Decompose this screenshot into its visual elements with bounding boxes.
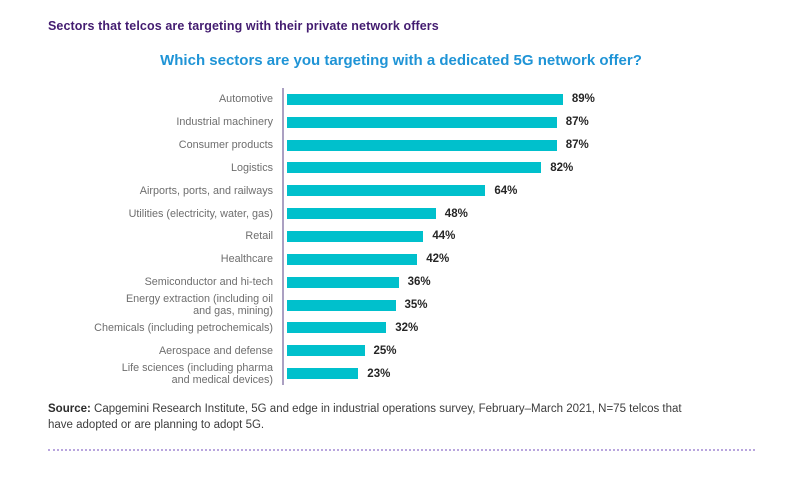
bar (287, 185, 486, 197)
category-label: Airports, ports, and railways (139, 184, 273, 197)
bar (287, 162, 542, 174)
category-label: Consumer products (178, 139, 273, 152)
bar-value-label: 44% (432, 230, 456, 243)
category-label: Energy extraction (including oil and gas… (125, 293, 273, 318)
chart-row: Logistics 82% (48, 157, 758, 180)
chart-row: Airports, ports, and railways 64% (48, 179, 758, 202)
bar (287, 276, 399, 288)
bar-zone: 87% (287, 139, 589, 151)
bar-value-label: 87% (565, 139, 589, 152)
bar (287, 208, 436, 220)
chart-row: Healthcare 42% (48, 248, 758, 271)
bar-zone: 25% (287, 345, 397, 357)
dotted-divider (48, 449, 755, 451)
category-label: Utilities (electricity, water, gas) (128, 207, 273, 220)
source-note: Source: Capgemini Research Institute, 5G… (48, 402, 696, 433)
bar (287, 299, 396, 311)
bar-zone: 42% (287, 253, 449, 265)
bar (287, 253, 418, 265)
bar (287, 322, 387, 334)
bar-value-label: 48% (444, 207, 468, 220)
bar-value-label: 87% (565, 116, 589, 129)
bar-zone: 36% (287, 276, 431, 288)
source-text: Capgemini Research Institute, 5G and edg… (48, 403, 682, 431)
bar-zone: 44% (287, 230, 455, 242)
bar (287, 139, 557, 151)
bar-zone: 35% (287, 299, 428, 311)
bar-value-label: 64% (494, 184, 518, 197)
bar-zone: 87% (287, 116, 589, 128)
category-label: Healthcare (220, 253, 273, 266)
chart-row: Aerospace and defense 25% (48, 339, 758, 362)
bar-value-label: 25% (373, 344, 397, 357)
bar-zone: 23% (287, 368, 390, 380)
bar-zone: 48% (287, 208, 468, 220)
report-header: Sectors that telcos are targeting with t… (48, 19, 439, 33)
bar-value-label: 32% (395, 321, 419, 334)
category-label: Industrial machinery (176, 116, 273, 129)
chart-row: Industrial machinery 87% (48, 111, 758, 134)
source-label: Source: (48, 403, 91, 415)
chart-row: Retail 44% (48, 225, 758, 248)
category-label: Logistics (230, 161, 273, 174)
category-label: Retail (245, 230, 273, 243)
bar-chart: Automotive 89% Industrial machinery 87% Cons… (48, 88, 758, 386)
chart-rows: Automotive 89% Industrial machinery 87% Cons… (48, 88, 758, 385)
bar (287, 368, 359, 380)
category-label: Life sciences (including pharma and medi… (121, 361, 273, 386)
bar-value-label: 42% (426, 253, 450, 266)
y-axis-line (282, 88, 284, 385)
chart-row: Consumer products 87% (48, 134, 758, 157)
bar (287, 116, 557, 128)
bar-zone: 82% (287, 162, 573, 174)
bar-value-label: 35% (404, 299, 428, 312)
chart-row: Semiconductor and hi-tech 36% (48, 271, 758, 294)
chart-row: Automotive 89% (48, 88, 758, 111)
bar-value-label: 23% (367, 367, 391, 380)
chart-row: Life sciences (including pharma and medi… (48, 361, 758, 386)
category-label: Automotive (218, 93, 273, 106)
category-label: Chemicals (including petrochemicals) (94, 321, 273, 334)
bar (287, 345, 365, 357)
chart-row: Chemicals (including petrochemicals) 32% (48, 316, 758, 339)
bar-zone: 89% (287, 93, 595, 105)
bar (287, 93, 563, 105)
category-label: Semiconductor and hi-tech (144, 276, 273, 289)
bar-zone: 64% (287, 185, 517, 197)
bar-value-label: 82% (550, 161, 574, 174)
bar (287, 230, 424, 242)
bar-zone: 32% (287, 322, 418, 334)
bar-value-label: 89% (571, 93, 595, 106)
chart-row: Utilities (electricity, water, gas) 48% (48, 202, 758, 225)
bar-value-label: 36% (407, 276, 431, 289)
chart-title: Which sectors are you targeting with a d… (160, 52, 642, 69)
chart-row: Energy extraction (including oil and gas… (48, 293, 758, 318)
category-label: Aerospace and defense (158, 344, 273, 357)
